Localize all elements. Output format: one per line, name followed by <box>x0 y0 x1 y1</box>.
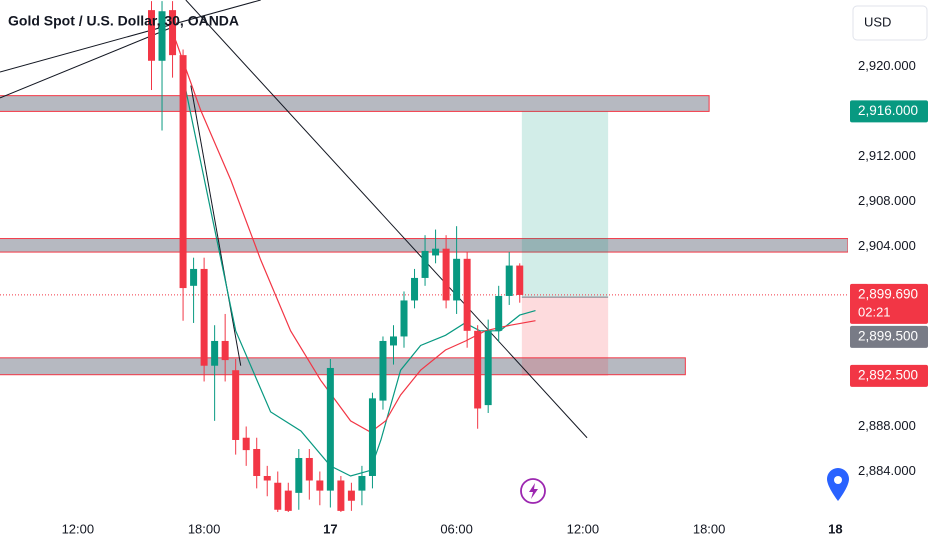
candle-body <box>411 277 419 301</box>
candle-body <box>211 340 219 366</box>
y-tick-label: 2,912.000 <box>858 148 916 163</box>
currency-box[interactable] <box>852 5 928 41</box>
candle-body <box>463 258 471 331</box>
x-tick-label: 17 <box>323 521 337 536</box>
price-tag-label: 2,892.500 <box>858 367 918 382</box>
candle-body <box>516 265 524 295</box>
moving-average <box>185 89 536 477</box>
price-tag <box>850 364 928 387</box>
candle-body <box>316 480 324 491</box>
zone <box>0 357 686 376</box>
x-tick-label: 12:00 <box>62 521 95 536</box>
candle-body <box>242 437 250 451</box>
candle-body <box>421 250 429 278</box>
x-tick-label: 18:00 <box>188 521 221 536</box>
chart-title: Gold Spot / U.S. Dollar, 30, OANDA <box>8 13 239 29</box>
candle-body <box>368 398 376 476</box>
candle-body <box>400 300 408 337</box>
y-tick-label: 2,904.000 <box>858 238 916 253</box>
price-tag-label: 2,899.690 <box>858 286 918 301</box>
x-tick-label: 12:00 <box>567 521 600 536</box>
candle-body <box>221 340 229 361</box>
candle-body <box>337 480 345 511</box>
candle-body <box>274 482 282 510</box>
candle-body <box>474 330 482 409</box>
candle-body <box>484 330 492 406</box>
candle-body <box>358 475 366 491</box>
candle-body <box>169 10 177 56</box>
x-tick-label: 18:00 <box>693 521 726 536</box>
zone <box>0 238 848 253</box>
x-tick-label: 06:00 <box>440 521 473 536</box>
trend-line <box>0 25 176 99</box>
candle-body <box>389 336 397 346</box>
target-zone <box>521 111 609 298</box>
candle-body <box>158 11 166 61</box>
price-tag <box>850 100 928 123</box>
candle-body <box>263 475 271 481</box>
location-pin[interactable] <box>827 468 849 501</box>
candle-body <box>505 265 513 296</box>
y-tick-label: 2,908.000 <box>858 193 916 208</box>
x-tick-label: 18 <box>828 521 842 536</box>
candle-body <box>232 370 240 440</box>
trend-line <box>190 85 242 366</box>
candle-body <box>379 340 387 401</box>
candle-body <box>295 457 303 493</box>
lightning-icon[interactable] <box>520 478 546 504</box>
candle-body <box>495 295 503 331</box>
candle-body <box>190 268 198 286</box>
candle-body <box>453 258 461 301</box>
price-tag-label: 2,916.000 <box>858 103 918 118</box>
y-tick-label: 2,884.000 <box>858 463 916 478</box>
candle-body <box>200 268 208 366</box>
trend-line <box>0 0 261 73</box>
candle-body <box>432 248 440 256</box>
candle-body <box>148 10 156 61</box>
currency: USD <box>864 14 891 29</box>
candle-body <box>442 248 450 301</box>
trend-line <box>185 0 588 439</box>
candle-body <box>326 367 334 491</box>
price-tag-label: 2,899.500 <box>858 328 918 343</box>
price-tag <box>850 283 928 324</box>
price-tag <box>850 325 928 348</box>
candle-body <box>284 490 292 511</box>
y-tick-label: 2,920.000 <box>858 58 916 73</box>
candle-body <box>347 490 355 501</box>
y-tick-label: 2,888.000 <box>858 418 916 433</box>
candle-body <box>179 55 187 289</box>
stop-zone <box>521 297 609 376</box>
plot-area <box>0 0 848 512</box>
zone <box>0 95 710 112</box>
candle-body <box>253 448 261 476</box>
candle-body <box>305 457 313 481</box>
price-countdown: 02:21 <box>858 304 891 319</box>
